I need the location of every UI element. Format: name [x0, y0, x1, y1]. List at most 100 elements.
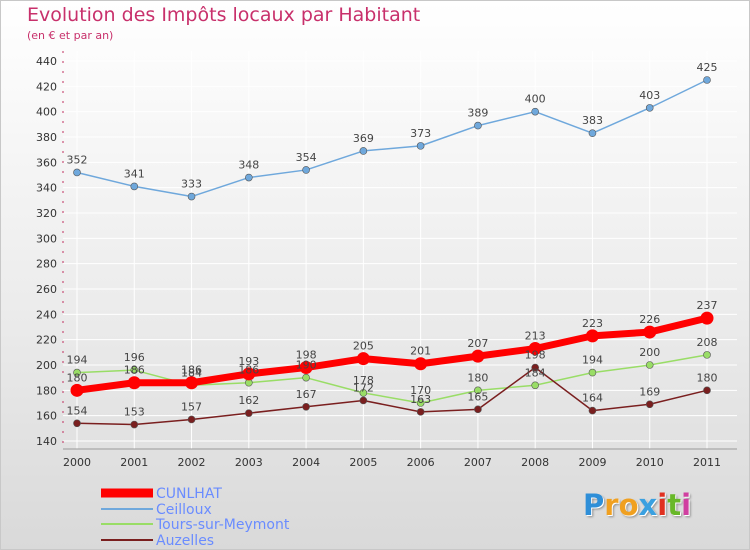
data-label: 186 [238, 364, 259, 377]
x-tick-label: 2010 [636, 456, 664, 469]
data-point [359, 396, 368, 405]
y-tick-label: 340 [36, 182, 57, 195]
series-line-ceilloux [76, 79, 708, 198]
data-label: 198 [296, 349, 317, 362]
y-tick-label: 280 [36, 258, 57, 271]
y-tick-label: 220 [36, 334, 57, 347]
data-point [474, 405, 482, 414]
chart-title: Evolution des Impôts locaux par Habitant [27, 4, 421, 26]
data-label: 157 [181, 400, 202, 413]
data-point [359, 147, 368, 155]
data-label: 193 [238, 355, 259, 368]
data-label: 201 [410, 345, 431, 358]
data-label: 352 [67, 153, 88, 166]
series-line-cunlhat [76, 314, 708, 394]
data-point [302, 402, 310, 411]
data-point [130, 182, 139, 191]
data-label: 184 [525, 366, 546, 379]
data-label: 163 [410, 393, 431, 406]
data-point [187, 192, 196, 201]
data-point [414, 357, 428, 371]
grid-lines [63, 51, 737, 449]
data-label: 425 [697, 61, 718, 74]
data-label: 369 [353, 132, 374, 145]
data-label: 194 [67, 354, 88, 367]
logo-letter: x [638, 488, 658, 522]
data-point [302, 373, 310, 382]
data-point [474, 121, 482, 130]
data-label: 208 [697, 336, 718, 349]
x-tick-label: 2003 [235, 456, 263, 469]
data-point [531, 107, 539, 116]
data-point [645, 400, 654, 409]
data-label: 205 [353, 340, 374, 353]
data-point [645, 361, 654, 369]
data-point [703, 351, 711, 359]
data-point [531, 381, 539, 390]
legend-label: Auzelles [156, 533, 214, 549]
data-label: 200 [639, 346, 660, 359]
y-tick-label: 200 [36, 359, 57, 372]
data-label: 162 [238, 394, 259, 407]
data-point [588, 129, 597, 137]
data-label: 194 [582, 354, 603, 367]
x-tick-label: 2000 [63, 456, 91, 469]
data-point [73, 168, 81, 177]
logo-letter: i [657, 488, 668, 522]
data-point [70, 383, 84, 397]
data-point [588, 406, 597, 415]
data-label: 190 [296, 359, 317, 372]
data-point [302, 166, 310, 174]
data-point [185, 376, 199, 390]
logo-letter: P [583, 488, 605, 522]
legend-label: Ceilloux [156, 502, 212, 518]
data-label: 178 [353, 374, 374, 387]
data-label: 403 [639, 89, 660, 102]
data-label: 226 [639, 313, 660, 326]
data-label: 237 [697, 299, 718, 312]
legend-label: Tours-sur-Meymont [155, 517, 290, 533]
x-tick-label: 2011 [693, 456, 721, 469]
y-tick-label: 400 [36, 106, 57, 119]
x-tick-label: 2004 [292, 456, 320, 469]
logo-letter: i [681, 488, 692, 522]
data-label: 341 [124, 167, 145, 180]
data-label: 348 [238, 159, 259, 172]
data-label: 180 [67, 371, 88, 384]
logo-letter: t [667, 488, 682, 522]
data-point [73, 419, 81, 428]
data-label: 383 [582, 114, 603, 127]
y-tick-label: 240 [36, 308, 57, 321]
proxiti-logo: Proxiti [583, 488, 691, 522]
x-tick-label: 2001 [120, 456, 148, 469]
data-point [416, 142, 425, 150]
data-label: 389 [467, 107, 488, 120]
data-point [130, 366, 139, 374]
data-label: 373 [410, 127, 431, 140]
data-label: 169 [639, 385, 660, 398]
data-label: 180 [467, 371, 488, 384]
y-tick-label: 380 [36, 131, 57, 144]
data-point [588, 368, 597, 377]
x-tick-label: 2007 [464, 456, 492, 469]
y-tick-label: 160 [36, 410, 57, 423]
data-label: 170 [410, 384, 431, 397]
y-tick-label: 420 [36, 80, 57, 93]
x-tick-label: 2002 [178, 456, 206, 469]
data-label: 333 [181, 178, 202, 191]
data-label: 354 [296, 151, 317, 164]
data-label: 196 [124, 351, 145, 364]
data-point [700, 311, 714, 325]
data-label: 172 [353, 381, 374, 394]
data-label: 154 [67, 404, 88, 417]
data-label: 207 [467, 337, 488, 350]
data-labels: 352 341 333 348 354 369 373 389 400 383 403 425 194 1… [67, 61, 718, 419]
data-point [187, 415, 196, 424]
data-label: 153 [124, 406, 145, 419]
x-tick-label: 2006 [407, 456, 435, 469]
data-point [127, 376, 141, 390]
data-point [703, 76, 711, 84]
data-point [703, 386, 711, 395]
